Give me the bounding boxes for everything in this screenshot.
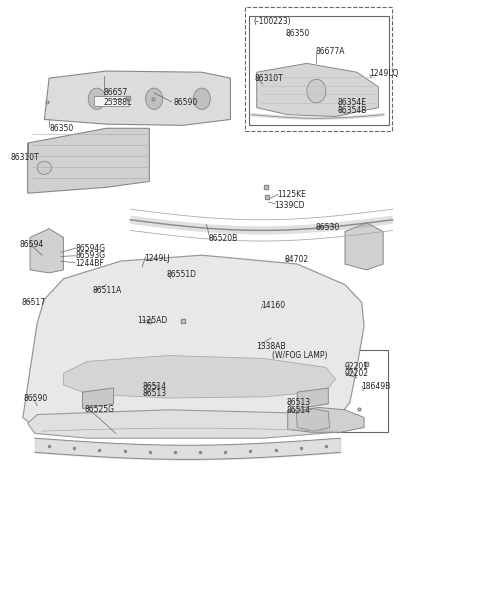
- Text: 86520B: 86520B: [209, 234, 238, 243]
- Text: 86590: 86590: [24, 394, 48, 403]
- Text: 86310T: 86310T: [11, 154, 40, 162]
- Bar: [245, 7, 392, 131]
- Circle shape: [307, 79, 326, 103]
- Text: 86513: 86513: [287, 398, 311, 407]
- Text: 86514: 86514: [287, 406, 311, 415]
- Polygon shape: [296, 409, 330, 431]
- Text: 86517: 86517: [22, 298, 46, 307]
- Text: 1339CD: 1339CD: [275, 200, 305, 209]
- Text: 92202: 92202: [344, 369, 368, 378]
- Text: 1249LQ: 1249LQ: [369, 69, 398, 78]
- Text: 92201: 92201: [344, 362, 368, 371]
- Bar: [249, 16, 389, 125]
- Polygon shape: [288, 407, 364, 432]
- Text: 86354E: 86354E: [338, 98, 367, 107]
- Polygon shape: [23, 255, 364, 435]
- Text: 86354B: 86354B: [338, 106, 367, 115]
- Text: 86514: 86514: [142, 382, 166, 391]
- Text: 86525G: 86525G: [85, 406, 115, 415]
- Polygon shape: [257, 63, 378, 116]
- Ellipse shape: [37, 161, 51, 174]
- Text: 1125KE: 1125KE: [277, 190, 306, 199]
- Text: (-100223): (-100223): [253, 17, 291, 26]
- Polygon shape: [297, 388, 328, 409]
- Text: 86677A: 86677A: [315, 47, 345, 56]
- Text: 84702: 84702: [284, 255, 309, 264]
- Text: 86511A: 86511A: [92, 286, 121, 295]
- Polygon shape: [28, 410, 345, 438]
- Polygon shape: [28, 128, 149, 193]
- Text: 86594G: 86594G: [75, 244, 106, 253]
- Text: 1125AD: 1125AD: [137, 315, 168, 324]
- Polygon shape: [30, 229, 63, 273]
- Text: 14160: 14160: [262, 301, 286, 310]
- Bar: [95, 96, 129, 107]
- Text: 86513: 86513: [142, 390, 166, 398]
- Polygon shape: [44, 71, 230, 125]
- Text: 1244BF: 1244BF: [75, 259, 104, 268]
- Text: 86657: 86657: [104, 88, 128, 97]
- Bar: [266, 350, 388, 432]
- Text: 86593G: 86593G: [75, 251, 106, 260]
- Text: 86350: 86350: [286, 29, 310, 38]
- Text: (W/FOG LAMP): (W/FOG LAMP): [273, 351, 328, 360]
- Text: 86590: 86590: [173, 98, 197, 107]
- Circle shape: [193, 88, 210, 109]
- Polygon shape: [83, 388, 114, 409]
- Text: 86310T: 86310T: [254, 74, 283, 82]
- Polygon shape: [63, 356, 336, 398]
- Text: 1249LJ: 1249LJ: [144, 254, 170, 263]
- Text: 86530: 86530: [315, 223, 340, 232]
- Polygon shape: [345, 223, 383, 270]
- Text: 86551D: 86551D: [166, 270, 196, 279]
- Text: 86350: 86350: [49, 124, 73, 133]
- Text: 25388L: 25388L: [104, 98, 132, 107]
- Text: 18649B: 18649B: [362, 382, 391, 391]
- Text: 86594: 86594: [20, 240, 44, 249]
- Circle shape: [145, 88, 163, 109]
- Text: 1338AB: 1338AB: [257, 342, 287, 351]
- Circle shape: [88, 88, 106, 109]
